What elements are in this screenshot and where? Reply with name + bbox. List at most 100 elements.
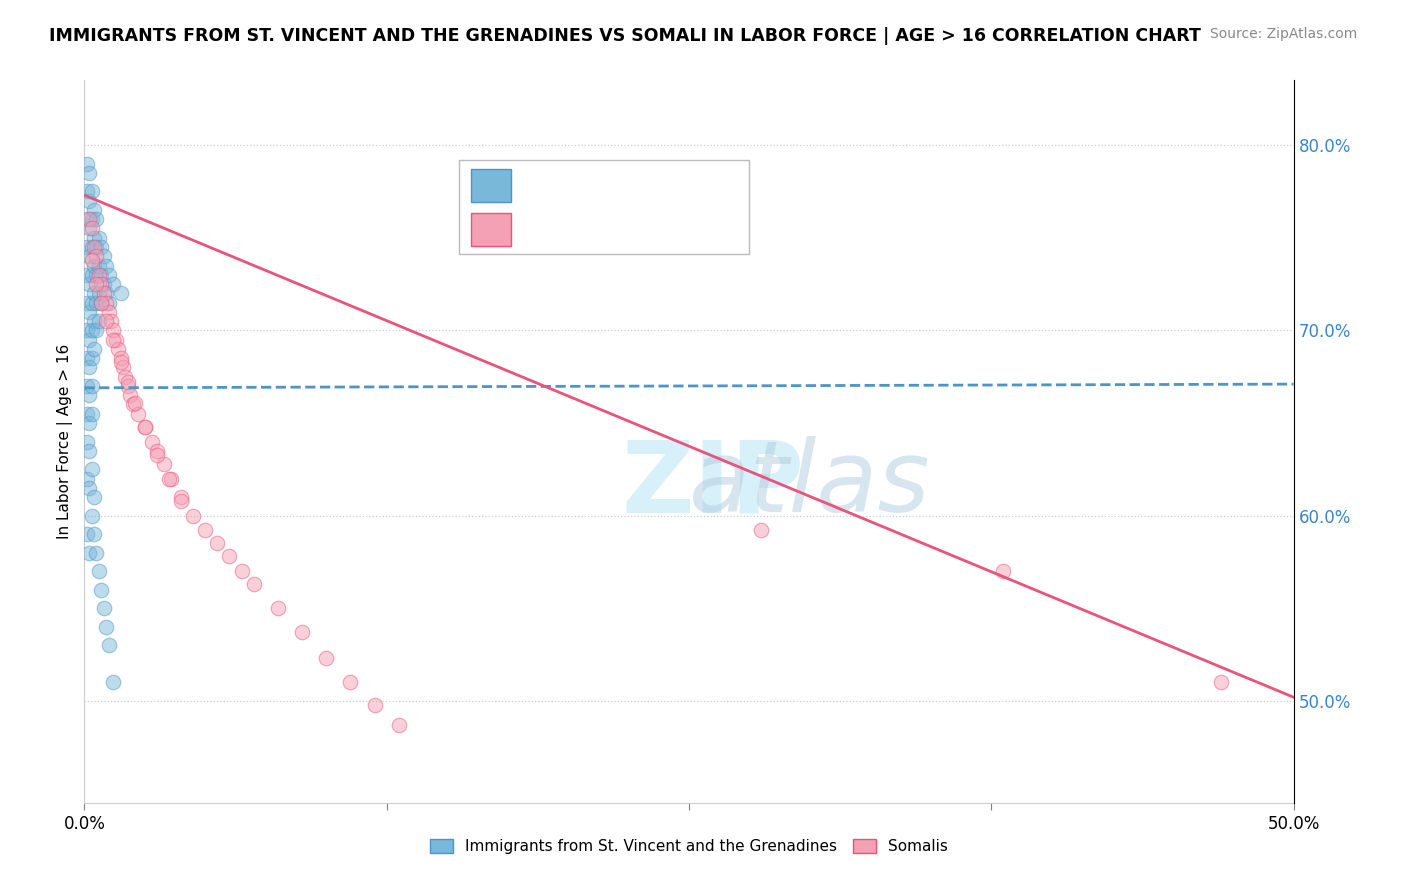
Point (291, 625, 314, 640)
Point (80, 240, 103, 254)
Point (80, 185, 103, 199)
Point (97, 295, 120, 310)
Point (117, 376, 139, 390)
Point (94, 314, 117, 328)
Point (80, 351, 103, 366)
Point (77, 277, 100, 291)
Point (80, 295, 103, 310)
Point (114, 369, 136, 384)
Point (104, 333, 127, 347)
Point (267, 601, 290, 615)
Point (160, 472, 183, 486)
Point (77, 249, 100, 263)
Point (80, 221, 103, 235)
Point (86, 240, 108, 254)
Point (76, 527, 98, 541)
Point (110, 351, 132, 366)
Point (90, 277, 112, 291)
Point (83, 490, 105, 504)
Point (97, 638, 120, 652)
Point (83, 527, 105, 541)
Point (83, 240, 105, 254)
Point (181, 508, 204, 523)
Point (86, 323, 108, 337)
Point (87, 231, 110, 245)
Point (388, 718, 411, 732)
Point (242, 577, 264, 591)
Point (77, 333, 100, 347)
Point (194, 524, 217, 538)
Point (86, 268, 108, 282)
Point (170, 493, 193, 508)
Point (94, 295, 117, 310)
Point (83, 231, 105, 245)
Point (90, 295, 112, 310)
Point (103, 333, 125, 347)
Point (77, 388, 100, 402)
Point (76, 268, 98, 282)
Point (76, 212, 98, 227)
Point (80, 268, 103, 282)
Point (77, 166, 100, 180)
Point (120, 388, 142, 402)
Point (76, 156, 98, 170)
Point (77, 360, 100, 375)
Point (87, 259, 110, 273)
Point (76, 295, 98, 310)
Point (80, 323, 103, 337)
Point (134, 419, 156, 434)
Point (87, 268, 110, 282)
Point (80, 212, 103, 227)
Point (87, 564, 110, 578)
Point (103, 277, 125, 291)
Point (76, 240, 98, 254)
Point (94, 259, 117, 273)
Point (207, 536, 229, 550)
Point (94, 286, 117, 301)
Point (76, 323, 98, 337)
Point (76, 472, 98, 486)
Point (121, 397, 143, 411)
Point (100, 314, 122, 328)
Point (76, 379, 98, 393)
Point (83, 202, 105, 217)
Point (90, 240, 112, 254)
Point (146, 448, 169, 462)
Point (146, 443, 169, 458)
Point (751, 524, 773, 538)
Point (77, 481, 100, 495)
Point (83, 314, 105, 328)
Point (112, 360, 135, 375)
Point (86, 212, 108, 227)
Point (86, 249, 108, 263)
Text: IMMIGRANTS FROM ST. VINCENT AND THE GRENADINES VS SOMALI IN LABOR FORCE | AGE > : IMMIGRANTS FROM ST. VINCENT AND THE GREN… (49, 27, 1201, 45)
Text: ZIP: ZIP (621, 436, 804, 533)
Point (94, 620, 117, 634)
Point (90, 582, 112, 597)
Point (315, 651, 337, 665)
Point (97, 268, 120, 282)
Point (77, 212, 100, 227)
Point (97, 305, 120, 319)
Point (77, 194, 100, 208)
Point (83, 342, 105, 356)
Point (110, 286, 132, 301)
Point (77, 305, 100, 319)
Point (80, 462, 103, 476)
Point (363, 698, 385, 712)
Point (93, 249, 115, 263)
Point (117, 379, 139, 393)
Point (76, 185, 98, 199)
Point (80, 508, 103, 523)
Point (141, 434, 163, 449)
Point (134, 419, 156, 434)
Point (80, 252, 103, 267)
Point (231, 564, 253, 578)
Point (90, 295, 112, 310)
Text: Source: ZipAtlas.com: Source: ZipAtlas.com (1209, 27, 1357, 41)
Point (157, 472, 180, 486)
Point (77, 546, 100, 560)
Point (77, 443, 100, 458)
Point (76, 407, 98, 421)
Point (93, 601, 115, 615)
